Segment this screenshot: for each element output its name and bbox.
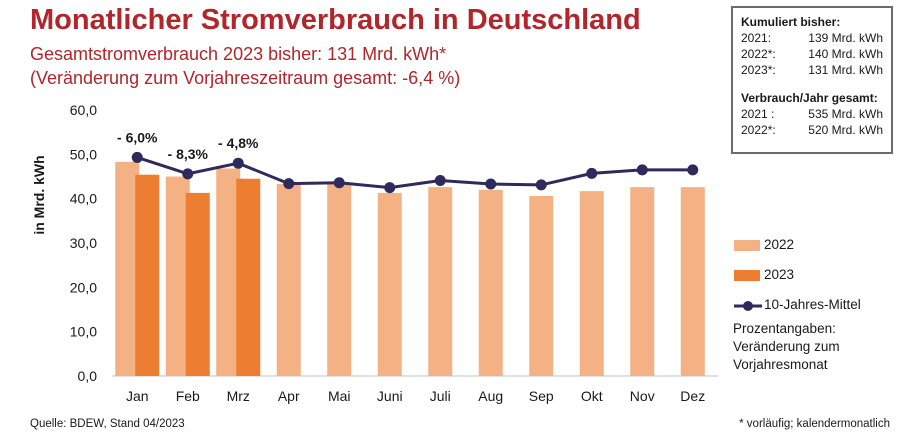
info-row-label: 2021: [741, 31, 772, 45]
x-tick-label: Dez [680, 388, 705, 404]
bar-2022 [680, 187, 705, 376]
y-tick-label: 60,0 [70, 102, 97, 118]
y-tick-label: 40,0 [70, 191, 97, 207]
legend-line-marker-icon [734, 301, 762, 311]
info-row: 2023*: 131 Mrd. kWh [741, 62, 883, 78]
chart-subtitle-change: (Veränderung zum Vorjahreszeitraum gesam… [30, 68, 461, 88]
x-tick-label: Juli [430, 388, 451, 404]
point-10-jahres-mittel [687, 164, 699, 176]
point-10-jahres-mittel [384, 182, 396, 194]
bar-2022 [529, 196, 554, 376]
x-tick-label: Juni [377, 388, 403, 404]
info-row: 2021 : 535 Mrd. kWh [741, 106, 883, 122]
bar-2022 [630, 187, 655, 376]
info-row: 2021: 139 Mrd. kWh [741, 30, 883, 46]
bar-2023 [135, 174, 160, 376]
legend-label: 2023 [764, 267, 795, 282]
y-tick-label: 0,0 [78, 368, 98, 384]
bar-2022 [377, 192, 402, 376]
info-row: 2022*: 140 Mrd. kWh [741, 46, 883, 62]
x-tick-label: Jan [126, 388, 149, 404]
note-line: Vorjahresmonat [733, 357, 828, 372]
info-row-label: 2023*: [741, 63, 776, 77]
chart-subtitle-total: Gesamtstromverbrauch 2023 bisher: 131 Mr… [30, 44, 447, 64]
y-tick-label: 50,0 [70, 146, 97, 162]
point-10-jahres-mittel [333, 177, 345, 189]
info-row-value: 535 Mrd. kWh [808, 107, 883, 121]
info-row: 2022*: 520 Mrd. kWh [741, 122, 883, 138]
x-tick-label: Mrz [227, 388, 250, 404]
info-row-value: 140 Mrd. kWh [808, 47, 883, 61]
info-heading-cumulative: Kumuliert bisher: [741, 15, 841, 29]
percent-note: Prozentangaben: Veränderung zum Vorjahre… [733, 320, 903, 374]
note-line: Veränderung zum [733, 339, 840, 354]
info-row-value: 139 Mrd. kWh [808, 31, 883, 45]
percent-change-label: - 8,3% [168, 146, 209, 162]
line-10-jahres-mittel [136, 156, 693, 190]
note-line: Prozentangaben: [733, 321, 836, 336]
info-row-label: 2022*: [741, 123, 776, 137]
bar-2022 [579, 191, 604, 376]
point-10-jahres-mittel [182, 168, 194, 180]
bar-2022 [428, 187, 453, 376]
info-row-value: 520 Mrd. kWh [808, 123, 883, 137]
x-tick-label: Nov [630, 388, 655, 404]
point-10-jahres-mittel [283, 178, 295, 190]
legend-swatch-2023 [734, 270, 760, 281]
y-tick-label: 30,0 [70, 235, 97, 251]
point-10-jahres-mittel [586, 167, 598, 179]
point-10-jahres-mittel [535, 179, 547, 191]
info-row-value: 131 Mrd. kWh [808, 63, 883, 77]
percent-change-label: - 6,0% [117, 129, 158, 145]
x-tick-label: Feb [176, 388, 200, 404]
y-tick-label: 20,0 [70, 279, 97, 295]
bar-2023 [185, 192, 210, 376]
point-10-jahres-mittel [131, 151, 143, 163]
legend-swatch-2022 [734, 240, 760, 251]
legend-label: 10-Jahres-Mittel [764, 297, 861, 312]
point-10-jahres-mittel [232, 157, 244, 169]
x-tick-label: Mai [328, 388, 351, 404]
cumulative-info-box: Kumuliert bisher: 2021: 139 Mrd. kWh 202… [731, 6, 893, 154]
info-row-label: 2022*: [741, 47, 776, 61]
source-note: Quelle: BDEW, Stand 04/2023 [30, 418, 185, 430]
info-heading-annual: Verbrauch/Jahr gesamt: [741, 91, 878, 105]
info-row-label: 2021 : [741, 107, 775, 121]
x-tick-label: Okt [581, 388, 603, 404]
y-axis-label: in Mrd. kWh [31, 155, 47, 234]
point-10-jahres-mittel [485, 178, 497, 190]
bar-2022 [276, 184, 301, 376]
bar-2023 [236, 178, 261, 376]
footnote: * vorläufig; kalendermonatlich [739, 418, 890, 430]
chart-title: Monatlicher Stromverbrauch in Deutschlan… [30, 4, 641, 36]
x-tick-label: Apr [278, 388, 300, 404]
percent-change-label: - 4,8% [218, 135, 259, 151]
bar-2022 [478, 189, 503, 376]
point-10-jahres-mittel [434, 174, 446, 186]
bar-2022 [327, 184, 352, 376]
point-10-jahres-mittel [636, 164, 648, 176]
legend-label: 2022 [764, 237, 795, 252]
x-tick-label: Aug [478, 388, 503, 404]
y-tick-label: 10,0 [70, 324, 97, 340]
x-tick-label: Sep [529, 388, 554, 404]
